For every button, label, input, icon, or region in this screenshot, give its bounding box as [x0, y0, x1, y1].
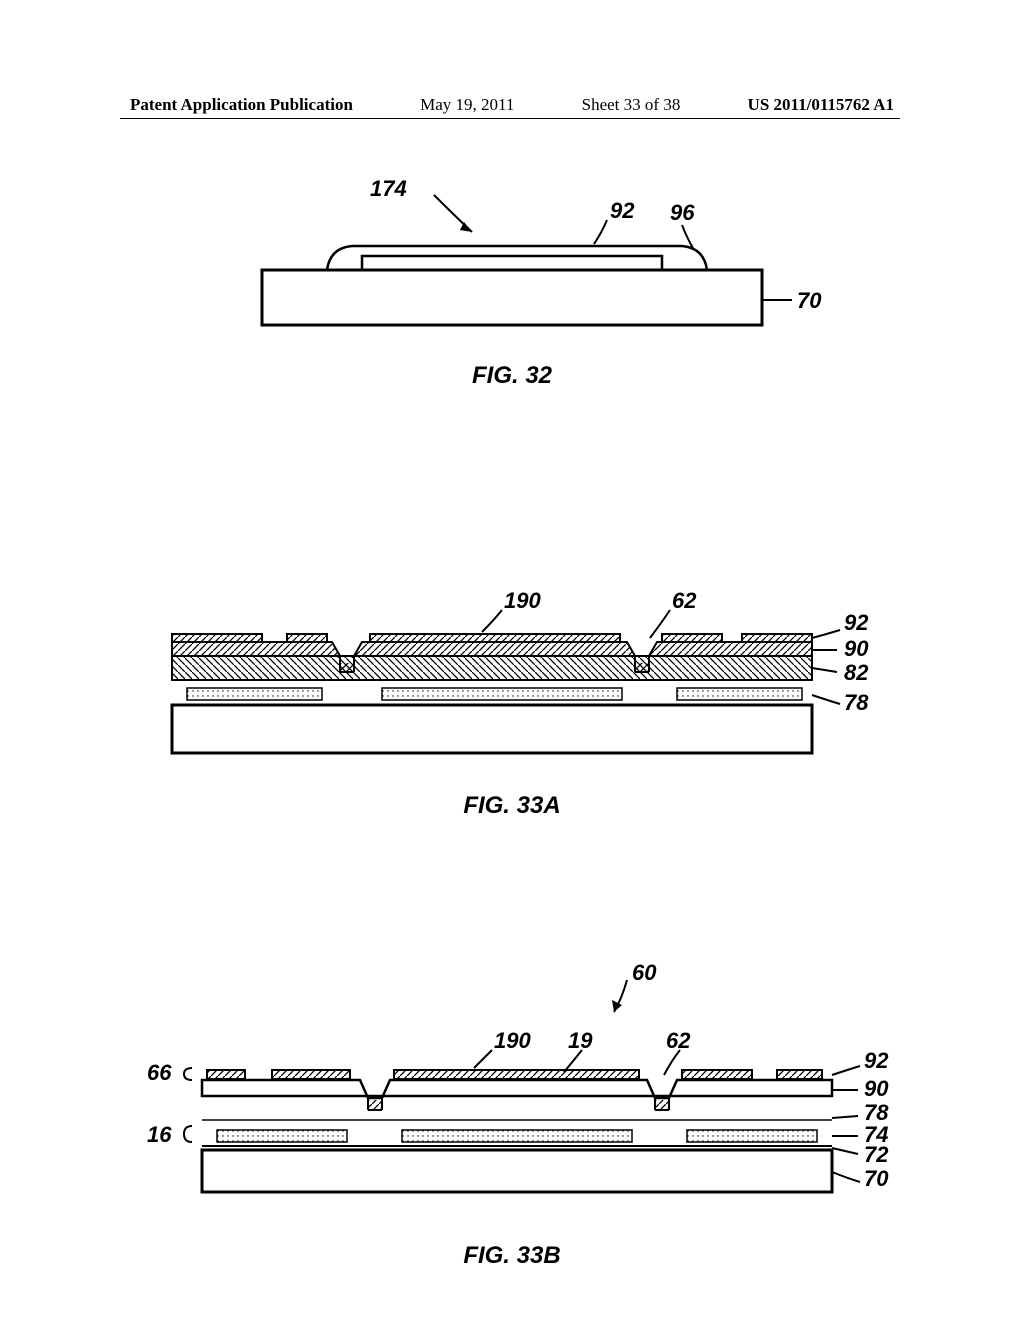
ref-66b: 66 — [147, 1060, 172, 1085]
ref-92: 92 — [610, 198, 635, 223]
page-header: Patent Application Publication May 19, 2… — [0, 95, 1024, 115]
figure-32-svg: 174 92 96 70 — [202, 170, 822, 350]
ref-92b: 92 — [864, 1048, 889, 1073]
figure-32: 174 92 96 70 FIG. 32 — [0, 170, 1024, 390]
figure-33a-svg: 190 62 92 90 82 78 — [122, 560, 902, 780]
ref-96: 96 — [670, 200, 695, 225]
ref-78a: 78 — [844, 690, 869, 715]
ref-190a: 190 — [504, 588, 541, 613]
ref-70b: 70 — [864, 1166, 889, 1191]
publication-date: May 19, 2011 — [420, 95, 514, 115]
fig33b-caption: FIG. 33B — [0, 1242, 1024, 1270]
fig32-caption: FIG. 32 — [0, 362, 1024, 390]
figure-33b: 60 66 16 190 19 — [0, 950, 1024, 1270]
ref-62b: 62 — [666, 1028, 691, 1053]
ref-90b: 90 — [864, 1076, 889, 1101]
ref-90a: 90 — [844, 636, 869, 661]
ref-82a: 82 — [844, 660, 869, 685]
ref-16b: 16 — [147, 1122, 172, 1147]
header-divider — [120, 118, 900, 119]
fig33a-caption: FIG. 33A — [0, 792, 1024, 820]
ref-60b: 60 — [632, 960, 657, 985]
ref-174: 174 — [370, 176, 407, 201]
figure-33b-svg: 60 66 16 190 19 — [92, 950, 932, 1230]
sheet-count: Sheet 33 of 38 — [582, 95, 681, 115]
ref-72b: 72 — [864, 1142, 889, 1167]
ref-19b: 19 — [568, 1028, 593, 1053]
figure-33a: 190 62 92 90 82 78 FIG. 33A — [0, 560, 1024, 820]
ref-70: 70 — [797, 288, 822, 313]
publication-number: US 2011/0115762 A1 — [748, 95, 894, 115]
publication-label: Patent Application Publication — [130, 95, 353, 115]
ref-190b: 190 — [494, 1028, 531, 1053]
ref-62a: 62 — [672, 588, 697, 613]
ref-92a: 92 — [844, 610, 869, 635]
